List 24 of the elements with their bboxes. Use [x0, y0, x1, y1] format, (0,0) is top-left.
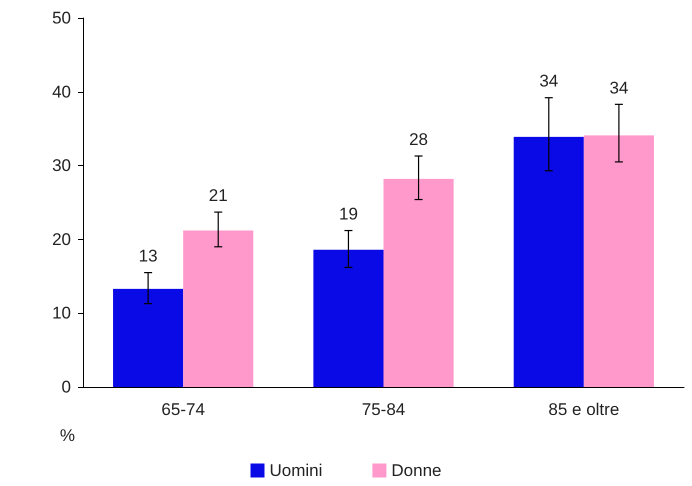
x-tick-label: 85 e oltre: [548, 400, 620, 419]
bar: [313, 250, 384, 387]
data-label: 13: [138, 246, 158, 266]
x-tick-label: 75-84: [362, 400, 406, 419]
data-label: 19: [338, 204, 358, 224]
bar: [113, 288, 184, 387]
y-tick-label: 10: [52, 304, 71, 323]
y-tick-label: 0: [62, 378, 71, 396]
legend-label: Donne: [391, 461, 442, 480]
legend-label: Uomini: [270, 461, 322, 480]
data-label: 28: [409, 130, 428, 150]
bar: [183, 230, 254, 387]
bar: [514, 136, 584, 387]
y-tick-label: 40: [52, 82, 71, 102]
data-label: 34: [539, 72, 558, 91]
y-axis-title: %: [60, 426, 75, 445]
y-tick-label: 50: [52, 8, 71, 28]
y-tick-label: 30: [52, 156, 71, 176]
x-tick-label: 65-74: [161, 400, 205, 419]
data-label: 34: [609, 78, 628, 98]
bar: [384, 178, 454, 387]
y-tick-label: 20: [52, 230, 71, 249]
bar: [584, 135, 654, 387]
data-label: 21: [208, 186, 228, 206]
